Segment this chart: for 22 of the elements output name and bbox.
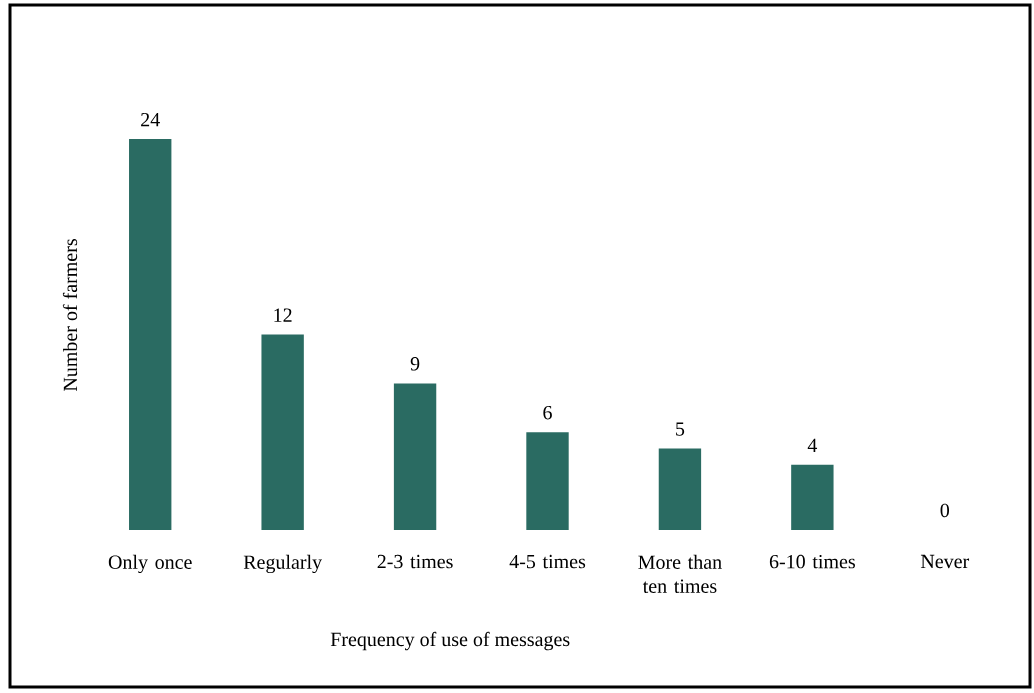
bar	[393, 383, 437, 530]
x-tick-label: More than ten times	[638, 554, 722, 593]
x-tick-label: 2-3 times	[377, 554, 453, 569]
x-tick-label: Regularly	[243, 554, 323, 574]
data-label: 4	[807, 438, 818, 452]
y-axis-title: Number of farmers	[62, 239, 78, 392]
data-label: 24	[141, 112, 160, 127]
bar	[658, 448, 702, 530]
x-tick-label: 4-5 times	[509, 554, 586, 569]
bar	[526, 432, 569, 530]
bar	[261, 334, 304, 530]
data-label: 9	[410, 357, 420, 371]
data-label: 6	[543, 405, 552, 420]
x-axis-title: Frequency of use of messages	[330, 631, 570, 651]
bar	[791, 464, 834, 530]
x-tick-label: Only once	[108, 554, 192, 574]
bar	[129, 139, 172, 530]
data-label: 12	[274, 308, 292, 322]
x-tick-label: Never	[920, 554, 970, 569]
data-label: 5	[676, 422, 685, 436]
x-tick-label: 6-10 times	[769, 554, 855, 569]
data-label: 0	[940, 503, 950, 518]
